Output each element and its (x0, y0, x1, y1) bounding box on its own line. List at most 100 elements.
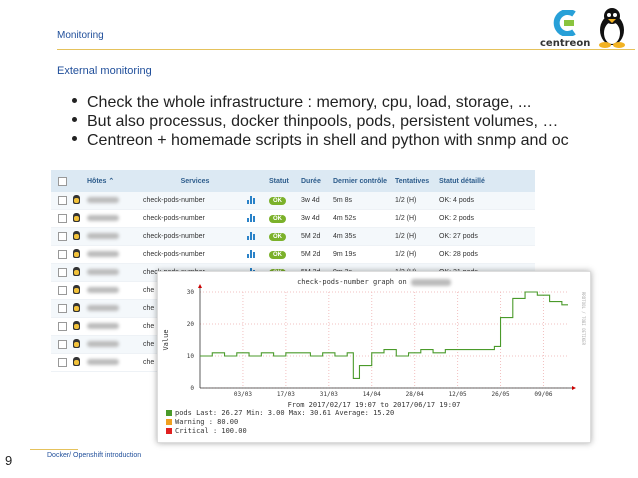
graph-icon[interactable] (247, 213, 255, 222)
graph-icon[interactable] (247, 249, 255, 258)
linux-host-icon (73, 231, 80, 240)
service-name[interactable]: check-pods-number (143, 233, 205, 240)
select-all-checkbox[interactable] (57, 176, 67, 186)
row-checkbox[interactable] (57, 214, 67, 223)
table-row[interactable]: check-pods-number OK 3w 4d 5m 8s 1/2 (H) OK: … (51, 192, 535, 210)
status-detail: OK: 4 pods (439, 197, 475, 204)
blurred-host (87, 268, 119, 275)
last-check: 4m 35s (333, 233, 356, 240)
footer-rule (30, 449, 78, 450)
row-checkbox[interactable] (57, 232, 67, 241)
tries: 1/2 (H) (395, 251, 417, 258)
row-checkbox[interactable] (57, 250, 67, 259)
x-tick-label: 26/05 (492, 391, 510, 398)
status-badge: OK (269, 232, 286, 241)
x-tick-label: 14/04 (363, 391, 381, 398)
tries: 1/2 (H) (395, 233, 417, 240)
row-checkbox[interactable] (57, 322, 67, 331)
blurred-host (87, 322, 119, 329)
service-name[interactable]: check-pods-number (143, 215, 205, 222)
blurred-host (87, 340, 119, 347)
y-tick-label: 0 (190, 385, 194, 392)
service-name[interactable]: che (143, 287, 155, 294)
col-last-check[interactable]: Dernier contrôle (333, 177, 388, 185)
graph-title: check-pods-number graph on (158, 278, 590, 286)
linux-host-icon (73, 285, 80, 294)
service-name[interactable]: check-pods-number (143, 197, 205, 204)
graph-icon[interactable] (247, 195, 255, 204)
graph-period: From 2017/02/17 19:07 to 2017/06/17 19:0… (287, 401, 461, 409)
bullet-item: Centreon + homemade scripts in shell and… (72, 131, 569, 150)
col-detail[interactable]: Statut détaillé (439, 177, 485, 185)
graph-icon[interactable] (247, 231, 255, 240)
x-tick-label: 31/03 (320, 391, 338, 398)
graph-legend: pods Last: 26.27 Min: 3.00 Max: 30.61 Av… (166, 409, 394, 436)
row-checkbox[interactable] (57, 286, 67, 295)
service-name[interactable]: che (143, 305, 155, 312)
duration: 5M 2d (301, 233, 321, 240)
table-header: Hôtes ⌃ Services Statut Durée Dernier co… (51, 170, 535, 192)
pods-line-chart: 0 10 20 30 03/03 17/03 31/03 14/04 28/04 12/05 26/… (162, 284, 586, 398)
service-name[interactable]: che (143, 323, 155, 330)
legend-entry: Critical : 100.00 (166, 427, 394, 436)
bullet-item: But also processus, docker thinpools, po… (72, 112, 569, 131)
status-detail: OK: 28 pods (439, 251, 478, 258)
table-row[interactable]: check-pods-number OK 3w 4d 4m 52s 1/2 (H) OK:… (51, 210, 535, 228)
x-tick-label: 09/06 (534, 391, 552, 398)
row-checkbox[interactable] (57, 268, 67, 277)
y-tick-label: 20 (187, 321, 195, 328)
table-row[interactable]: check-pods-number OK 5M 2d 4m 35s 1/2 (H) OK:… (51, 228, 535, 246)
status-detail: OK: 2 pods (439, 215, 475, 222)
status-detail: OK: 27 pods (439, 233, 478, 240)
centreon-logo: centreon (540, 10, 590, 50)
page-number: 9 (5, 453, 13, 468)
service-name[interactable]: che (143, 341, 155, 348)
service-name[interactable]: che (143, 359, 155, 366)
linux-host-icon (73, 321, 80, 330)
row-checkbox[interactable] (57, 358, 67, 367)
y-tick-label: 10 (187, 353, 195, 360)
status-badge: OK (269, 250, 286, 259)
x-tick-label: 03/03 (234, 391, 252, 398)
blurred-host (87, 250, 119, 257)
header-rule (57, 49, 635, 50)
logo-text: centreon (540, 38, 591, 49)
col-duration[interactable]: Durée (301, 177, 321, 185)
tux-penguin-icon (599, 8, 625, 48)
x-tick-label: 28/04 (406, 391, 424, 398)
linux-host-icon (73, 303, 80, 312)
duration: 3w 4d (301, 215, 320, 222)
row-checkbox[interactable] (57, 304, 67, 313)
legend-swatch (166, 428, 172, 434)
status-badge: OK (269, 196, 286, 205)
series-line-pods (200, 291, 568, 379)
service-name[interactable]: check-pods-number (143, 251, 205, 258)
row-checkbox[interactable] (57, 340, 67, 349)
bullet-item: Check the whole infrastructure : memory,… (72, 93, 569, 112)
linux-host-icon (73, 267, 80, 276)
col-hosts[interactable]: Hôtes ⌃ (87, 178, 115, 185)
blurred-hostname (410, 278, 451, 286)
blurred-host (87, 214, 119, 221)
status-badge: OK (269, 214, 286, 223)
table-row[interactable]: check-pods-number OK 5M 2d 9m 19s 1/2 (H) OK:… (51, 246, 535, 264)
x-tick-label: 12/05 (449, 391, 467, 398)
col-tries[interactable]: Tentatives (395, 177, 430, 185)
x-tick-label: 17/03 (277, 391, 295, 398)
col-services[interactable]: Services (180, 177, 210, 185)
bullet-list: Check the whole infrastructure : memory,… (72, 93, 569, 150)
tries: 1/2 (H) (395, 215, 417, 222)
section-title: Monitoring (57, 30, 104, 41)
linux-host-icon (73, 339, 80, 348)
centreon-mark-icon (553, 10, 576, 36)
rrdtool-credit: RRDTOOL / TOBI OETIKER (581, 292, 586, 346)
blurred-host (87, 304, 119, 311)
col-status[interactable]: Statut (269, 177, 289, 185)
duration: 3w 4d (301, 197, 320, 204)
row-checkbox[interactable] (57, 196, 67, 205)
legend-swatch (166, 410, 172, 416)
tries: 1/2 (H) (395, 197, 417, 204)
last-check: 4m 52s (333, 215, 356, 222)
blurred-host (87, 196, 119, 203)
page-subtitle: External monitoring (57, 65, 152, 77)
